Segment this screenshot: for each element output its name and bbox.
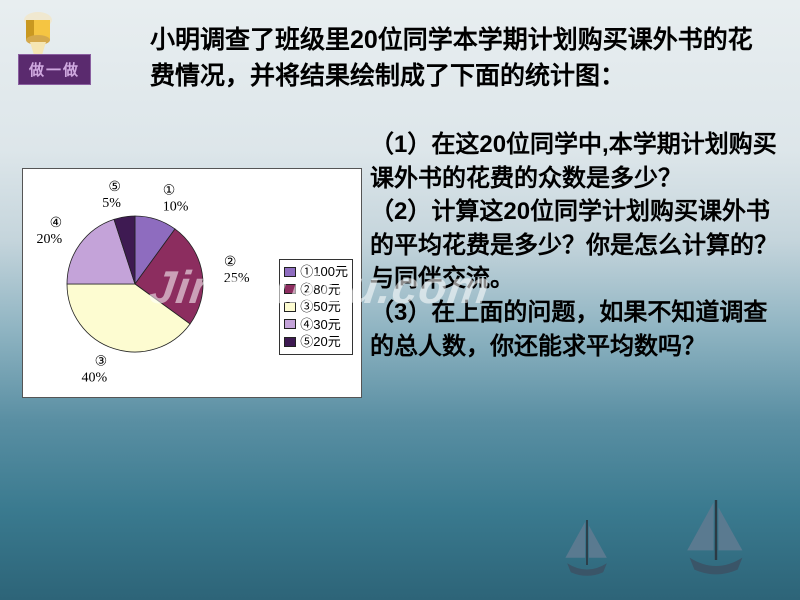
legend-item: ④30元 xyxy=(284,316,348,334)
svg-text:40%: 40% xyxy=(82,371,108,386)
sailboat-icon xyxy=(560,520,614,588)
questions-block: （1）在这20位同学中,本学期计划购买课外书的花费的众数是多少？ （2）计算这2… xyxy=(370,128,785,363)
svg-text:④: ④ xyxy=(50,216,63,231)
question-2: （2）计算这20位同学计划购买课外书的平均花费是多少？你是怎么计算的？与同伴交流… xyxy=(370,195,785,296)
svg-text:⑤: ⑤ xyxy=(108,180,121,195)
legend-item: ③50元 xyxy=(284,298,348,316)
question-3: （3）在上面的问题，如果不知道调查的总人数，你还能求平均数吗？ xyxy=(370,296,785,363)
question-1: （1）在这20位同学中,本学期计划购买课外书的花费的众数是多少？ xyxy=(370,128,785,195)
chart-legend: ①100元②80元③50元④30元⑤20元 xyxy=(279,259,353,355)
legend-item: ⑤20元 xyxy=(284,333,348,351)
svg-text:5%: 5% xyxy=(102,196,121,211)
svg-text:③: ③ xyxy=(95,355,108,370)
pie-chart: ①10% ②25% ③40% ④20% ⑤5% ①100元②80元③50元④30元⑤20… xyxy=(22,168,362,398)
exercise-badge: 做一做 xyxy=(18,54,91,85)
svg-text:②: ② xyxy=(224,255,237,270)
legend-item: ①100元 xyxy=(284,263,348,281)
sailboat-icon xyxy=(680,500,752,589)
legend-item: ②80元 xyxy=(284,281,348,299)
intro-text: 小明调查了班级里20位同学本学期计划购买课外书的花费情况，并将结果绘制成了下面的… xyxy=(150,22,770,95)
svg-text:10%: 10% xyxy=(163,199,189,214)
svg-text:20%: 20% xyxy=(37,232,63,247)
svg-text:①: ① xyxy=(163,183,176,198)
svg-text:25%: 25% xyxy=(224,271,250,286)
